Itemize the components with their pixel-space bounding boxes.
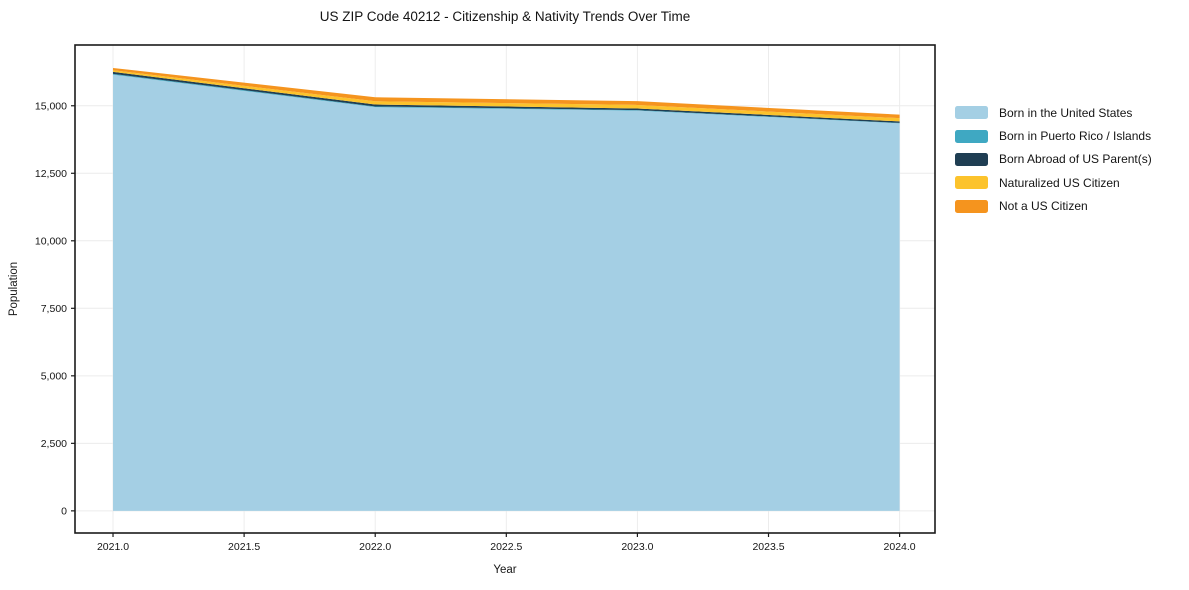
legend-label: Born in the United States	[999, 105, 1133, 120]
legend-item: Naturalized US Citizen	[955, 171, 1152, 194]
y-tick-label: 0	[61, 505, 67, 517]
legend-item: Born in Puerto Rico / Islands	[955, 124, 1152, 147]
legend-swatch	[955, 199, 988, 213]
legend-swatch	[955, 106, 988, 120]
x-axis-label: Year	[493, 564, 517, 576]
legend-label: Not a US Citizen	[999, 199, 1088, 214]
area-series-3	[113, 70, 900, 122]
legend-item: Not a US Citizen	[955, 195, 1152, 218]
legend-swatch	[955, 176, 988, 190]
legend-swatch	[955, 129, 988, 143]
y-tick-label: 10,000	[35, 235, 67, 247]
x-tick-label: 2021.5	[228, 541, 260, 553]
legend-item: Born Abroad of US Parent(s)	[955, 148, 1152, 171]
plot-border	[74, 44, 936, 534]
legend-label: Naturalized US Citizen	[999, 175, 1120, 190]
legend-item: Born in the United States	[955, 101, 1152, 124]
y-tick-label: 7,500	[41, 303, 67, 315]
x-tick-label: 2022.5	[490, 541, 522, 553]
legend-swatch	[955, 152, 988, 166]
x-tick-label: 2023.0	[621, 541, 653, 553]
area-series-4	[113, 67, 900, 119]
x-tick-label: 2022.0	[359, 541, 391, 553]
y-tick-label: 5,000	[41, 370, 67, 382]
legend-label: Born Abroad of US Parent(s)	[999, 152, 1152, 167]
y-tick-label: 12,500	[35, 168, 67, 180]
area-series-2	[113, 71, 900, 123]
y-tick-label: 2,500	[41, 438, 67, 450]
x-tick-label: 2023.5	[752, 541, 784, 553]
y-tick-label: 15,000	[35, 100, 67, 112]
area-series-0	[113, 74, 900, 511]
x-tick-label: 2024.0	[884, 541, 916, 553]
chart-title: US ZIP Code 40212 - Citizenship & Nativi…	[319, 9, 691, 24]
y-axis-label: Population	[8, 261, 20, 317]
legend-label: Born in Puerto Rico / Islands	[999, 129, 1152, 144]
legend: Born in the United States Born in Puerto …	[955, 101, 1152, 218]
x-tick-label: 2021.0	[97, 541, 129, 553]
